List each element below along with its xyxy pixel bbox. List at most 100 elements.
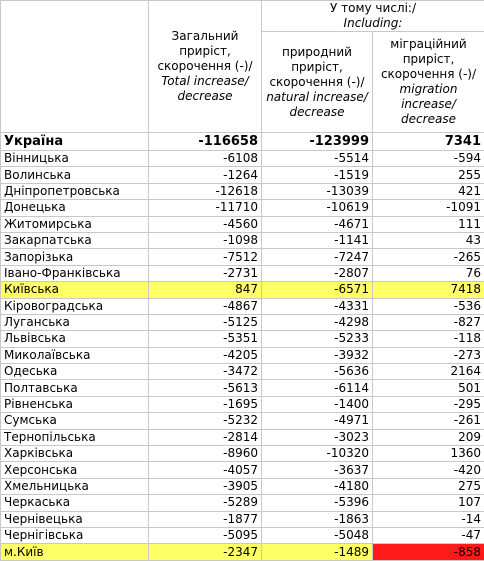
- header-total: Загальний приріст, скорочення (-)/ Total…: [149, 1, 262, 133]
- header-migration-en: migration increase/ decrease: [376, 82, 481, 127]
- natural-cell: -4671: [262, 216, 373, 232]
- region-cell: Україна: [1, 133, 149, 151]
- natural-cell: -5514: [262, 151, 373, 167]
- table-row: Львівська-5351-5233-118: [1, 331, 484, 347]
- natural-cell: -1489: [262, 544, 373, 560]
- region-cell: Вінницька: [1, 151, 149, 167]
- natural-cell: -123999: [262, 133, 373, 151]
- header-including-ua: У тому числі:/: [265, 1, 481, 16]
- natural-cell: -5233: [262, 331, 373, 347]
- total-cell: -2814: [149, 429, 262, 445]
- region-cell: Сумська: [1, 413, 149, 429]
- natural-cell: -3637: [262, 462, 373, 478]
- header-natural: природний приріст, скорочення (-)/ natur…: [262, 32, 373, 133]
- migration-cell: 111: [373, 216, 484, 232]
- total-cell: -5232: [149, 413, 262, 429]
- header-including: У тому числі:/ Including:: [262, 1, 484, 32]
- natural-cell: -5048: [262, 527, 373, 543]
- natural-cell: -2807: [262, 265, 373, 281]
- migration-cell: 7418: [373, 282, 484, 298]
- header-total-ua: Загальний приріст, скорочення (-)/: [152, 29, 258, 74]
- natural-cell: -6114: [262, 380, 373, 396]
- table-row: Донецька-11710-10619-1091: [1, 200, 484, 216]
- total-cell: 847: [149, 282, 262, 298]
- total-cell: -5613: [149, 380, 262, 396]
- natural-cell: -5396: [262, 495, 373, 511]
- region-cell: Рівненська: [1, 396, 149, 412]
- table-row: Миколаївська-4205-3932-273: [1, 347, 484, 363]
- natural-cell: -6571: [262, 282, 373, 298]
- total-cell: -4205: [149, 347, 262, 363]
- migration-cell: -827: [373, 314, 484, 330]
- table-row: Кіровоградська-4867-4331-536: [1, 298, 484, 314]
- table-row: Луганська-5125-4298-827: [1, 314, 484, 330]
- migration-cell: -1091: [373, 200, 484, 216]
- total-cell: -4560: [149, 216, 262, 232]
- region-cell: Львівська: [1, 331, 149, 347]
- total-cell: -4867: [149, 298, 262, 314]
- region-cell: Чернівецька: [1, 511, 149, 527]
- migration-cell: -273: [373, 347, 484, 363]
- table-row: Запорізька-7512-7247-265: [1, 249, 484, 265]
- natural-cell: -10619: [262, 200, 373, 216]
- region-cell: Херсонська: [1, 462, 149, 478]
- total-cell: -2347: [149, 544, 262, 560]
- total-cell: -2731: [149, 265, 262, 281]
- migration-cell: -420: [373, 462, 484, 478]
- migration-cell: -261: [373, 413, 484, 429]
- header-natural-ua: природний приріст, скорочення (-)/: [265, 45, 369, 90]
- total-cell: -3905: [149, 478, 262, 494]
- natural-cell: -4971: [262, 413, 373, 429]
- region-cell: Волинська: [1, 167, 149, 183]
- migration-cell: 421: [373, 183, 484, 199]
- table-row: Херсонська-4057-3637-420: [1, 462, 484, 478]
- natural-cell: -1863: [262, 511, 373, 527]
- migration-cell: -594: [373, 151, 484, 167]
- total-cell: -1264: [149, 167, 262, 183]
- natural-cell: -5636: [262, 364, 373, 380]
- migration-cell: -118: [373, 331, 484, 347]
- region-cell: Одеська: [1, 364, 149, 380]
- natural-cell: -1519: [262, 167, 373, 183]
- total-cell: -11710: [149, 200, 262, 216]
- total-cell: -5289: [149, 495, 262, 511]
- migration-cell: 43: [373, 232, 484, 248]
- migration-cell: -14: [373, 511, 484, 527]
- header-natural-en: natural increase/ decrease: [265, 90, 369, 120]
- region-cell: Полтавська: [1, 380, 149, 396]
- total-cell: -116658: [149, 133, 262, 151]
- table-row: Чернівецька-1877-1863-14: [1, 511, 484, 527]
- region-cell: Луганська: [1, 314, 149, 330]
- total-cell: -7512: [149, 249, 262, 265]
- natural-cell: -10320: [262, 446, 373, 462]
- migration-cell: -47: [373, 527, 484, 543]
- table-row-ukraine: Україна -116658 -123999 7341: [1, 133, 484, 151]
- region-cell: Кіровоградська: [1, 298, 149, 314]
- natural-cell: -1141: [262, 232, 373, 248]
- region-cell: Івано-Франківська: [1, 265, 149, 281]
- table-row-highlighted: м.Київ-2347-1489-858: [1, 544, 484, 560]
- natural-cell: -1400: [262, 396, 373, 412]
- migration-cell: 7341: [373, 133, 484, 151]
- total-cell: -8960: [149, 446, 262, 462]
- region-cell: м.Київ: [1, 544, 149, 560]
- migration-cell: -265: [373, 249, 484, 265]
- total-cell: -6108: [149, 151, 262, 167]
- header-region-blank: [1, 1, 149, 133]
- total-cell: -3472: [149, 364, 262, 380]
- table-row: Рівненська-1695-1400-295: [1, 396, 484, 412]
- table-row: Чернігівська-5095-5048-47: [1, 527, 484, 543]
- table-body: Україна -116658 -123999 7341 Вінницька-6…: [1, 133, 484, 561]
- region-cell: Запорізька: [1, 249, 149, 265]
